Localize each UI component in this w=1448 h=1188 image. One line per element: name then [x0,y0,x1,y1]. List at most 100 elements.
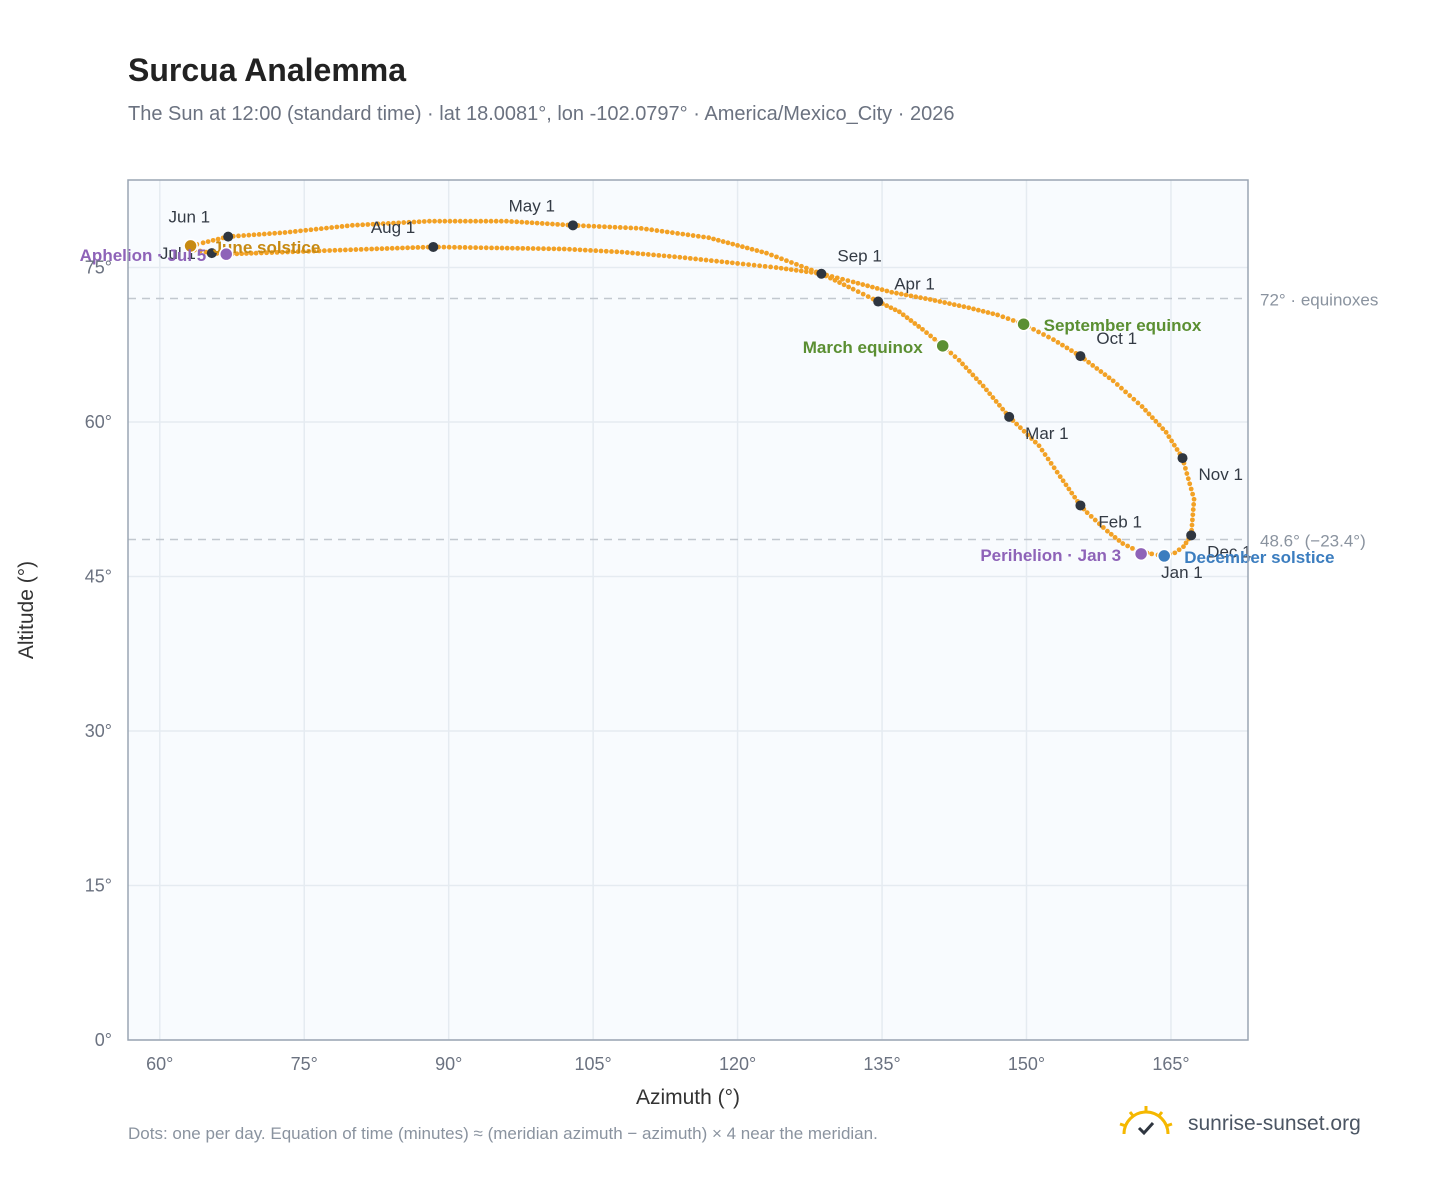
x-tick-label: 60° [146,1054,173,1074]
brand[interactable]: sunrise-sunset.org [1118,1102,1361,1146]
daily-dot [1041,332,1046,337]
daily-dot [749,246,755,252]
daily-dot [1069,348,1074,354]
plot-frame [127,179,1249,1041]
daily-dot [437,218,443,224]
daily-dot [884,303,890,309]
daily-dot [1130,545,1135,551]
daily-dot [1190,517,1195,523]
daily-dot [990,311,996,317]
x-tick-label: 120° [719,1054,756,1074]
daily-dot [904,315,910,321]
daily-dot [1000,314,1006,320]
daily-dot [329,225,335,230]
daily-dot [478,218,484,224]
daily-dot [1090,362,1096,368]
daily-dot [855,289,861,295]
daily-dot [324,225,329,231]
y-tick-label: 15° [85,876,112,896]
daily-dot [588,248,593,253]
daily-dot [355,222,360,228]
daily-dot [778,265,784,271]
daily-dot [619,249,625,255]
daily-dot [1127,393,1133,398]
daily-dot [1010,318,1016,323]
daily-dot [773,265,779,270]
daily-dot [462,218,468,224]
daily-dot [1149,551,1155,557]
daily-dot [1139,404,1145,409]
daily-dot [793,267,799,273]
daily-dot [581,223,586,229]
daily-dot [457,218,463,224]
daily-dot [593,248,599,254]
daily-dot [1191,502,1197,507]
daily-dot [391,220,396,226]
daily-dot [918,295,923,301]
daily-dot [1187,481,1193,487]
daily-dot [210,237,216,243]
daily-dot [624,250,630,255]
event-markers: March equinox September equinox June solst… [80,238,1335,567]
daily-dot [332,247,338,253]
daily-dot [452,244,457,250]
daily-dot [236,233,241,239]
event-label: Aphelion · Jul 5 [80,246,207,265]
daily-dot [483,218,489,224]
daily-dot [353,247,359,252]
daily-dot [416,219,422,225]
daily-dot [504,245,510,251]
daily-dot [1163,429,1169,435]
daily-dot [1029,436,1034,441]
daily-dot [865,294,871,299]
daily-dot [524,220,530,225]
daily-dot [751,262,757,268]
daily-dot [509,245,515,251]
daily-dot [560,222,566,228]
daily-dot [990,395,996,400]
daily-dot [535,246,541,252]
chart-title: Surcua Analemma [128,52,407,88]
daily-dot [1102,372,1108,378]
daily-dot [769,252,774,258]
daily-dot [515,245,520,251]
daily-dot [993,399,999,404]
daily-dot [798,268,804,274]
daily-dot [550,221,555,227]
daily-dot [659,228,665,234]
daily-dot [586,223,592,229]
daily-dot [1160,426,1166,432]
daily-dot [389,245,395,251]
daily-dot [546,246,552,252]
daily-dot [493,218,499,224]
daily-dot [645,252,651,257]
daily-dot [251,232,257,238]
month-label: Apr 1 [894,275,935,294]
daily-dot [841,282,847,288]
daily-dot [400,245,405,251]
daily-dot [261,231,267,237]
daily-dot [900,312,906,318]
daily-dot [746,262,752,268]
daily-dot [908,293,914,299]
daily-dot [556,246,562,252]
daily-dot [375,221,381,227]
daily-dot [488,218,494,224]
daily-dot [654,228,660,233]
daily-dot [1131,396,1137,402]
daily-dot [804,265,809,271]
daily-dot [306,248,312,254]
daily-dot [1046,334,1051,340]
daily-dot [1174,447,1180,452]
daily-dot [740,261,746,267]
daily-dot [670,230,675,236]
daily-dot [344,223,350,229]
x-tick-label: 75° [291,1054,318,1074]
daily-dot [860,282,866,287]
daily-dot [764,250,769,256]
daily-dot [468,218,473,224]
event-marker [935,338,950,354]
daily-dot [1106,375,1112,381]
daily-dot [855,280,861,286]
